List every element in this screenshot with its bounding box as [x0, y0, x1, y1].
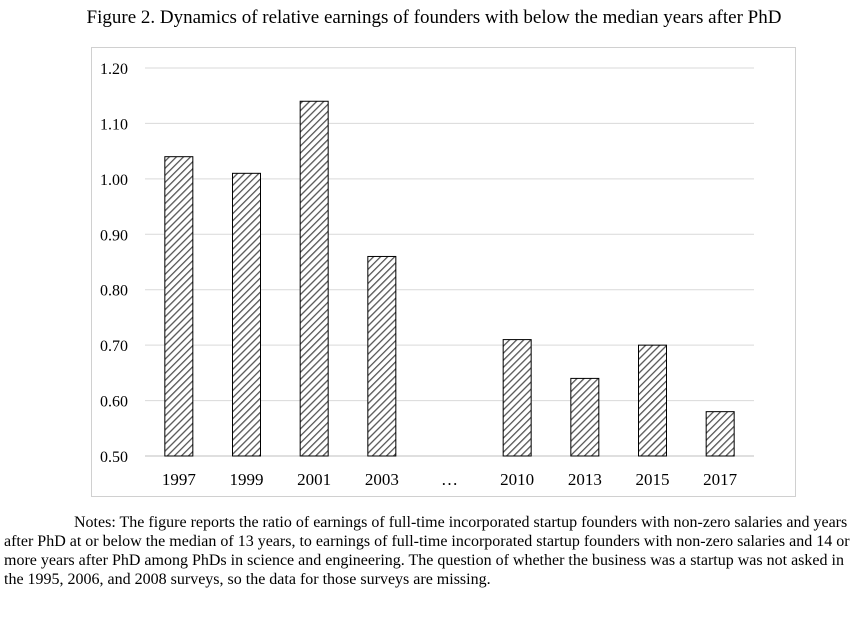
- bar-2017: [705, 411, 735, 457]
- y-tick-label: 1.10: [100, 116, 128, 133]
- bar-2015: [638, 344, 667, 457]
- bar-1999: [232, 172, 261, 457]
- x-tick-label: 2010: [500, 470, 534, 489]
- figure-title: Figure 2. Dynamics of relative earnings …: [86, 7, 782, 28]
- bar-2003: [367, 255, 397, 457]
- bar-2013: [570, 377, 600, 457]
- x-tick-label: 2001: [297, 470, 331, 489]
- x-tick-label: 2015: [636, 470, 670, 489]
- x-tick-label: …: [441, 470, 458, 489]
- y-tick-label: 0.50: [100, 449, 128, 466]
- y-tick-label: 0.90: [100, 227, 128, 244]
- bar-2010: [502, 339, 532, 457]
- bar-2001: [299, 100, 329, 457]
- x-axis-tick-labels: 1997 1999 2001 2003 … 2010 2013 2015 2017: [162, 470, 738, 489]
- bar-1997: [164, 156, 194, 457]
- chart-frame: [91, 47, 796, 497]
- y-tick-label: 0.80: [100, 283, 128, 300]
- x-tick-label: 2013: [568, 470, 602, 489]
- y-tick-label: 1.00: [100, 172, 128, 189]
- x-tick-label: 1997: [162, 470, 197, 489]
- bars: [164, 100, 735, 457]
- bar-chart: 0.500.600.700.800.901.001.101.20 1997 199…: [100, 61, 754, 489]
- x-tick-label: 2017: [703, 470, 738, 489]
- x-tick-label: 2003: [365, 470, 399, 489]
- figure-notes: Notes: The figure reports the ratio of e…: [4, 514, 850, 588]
- y-axis-tick-labels: 0.50 0.60 0.70 0.80 0.90 1.00 1.10 1.20: [100, 61, 128, 466]
- y-tick-label: 0.70: [100, 338, 128, 355]
- x-tick-label: 1999: [230, 470, 264, 489]
- y-tick-label: 1.20: [100, 61, 128, 78]
- y-tick-label: 0.60: [100, 394, 128, 411]
